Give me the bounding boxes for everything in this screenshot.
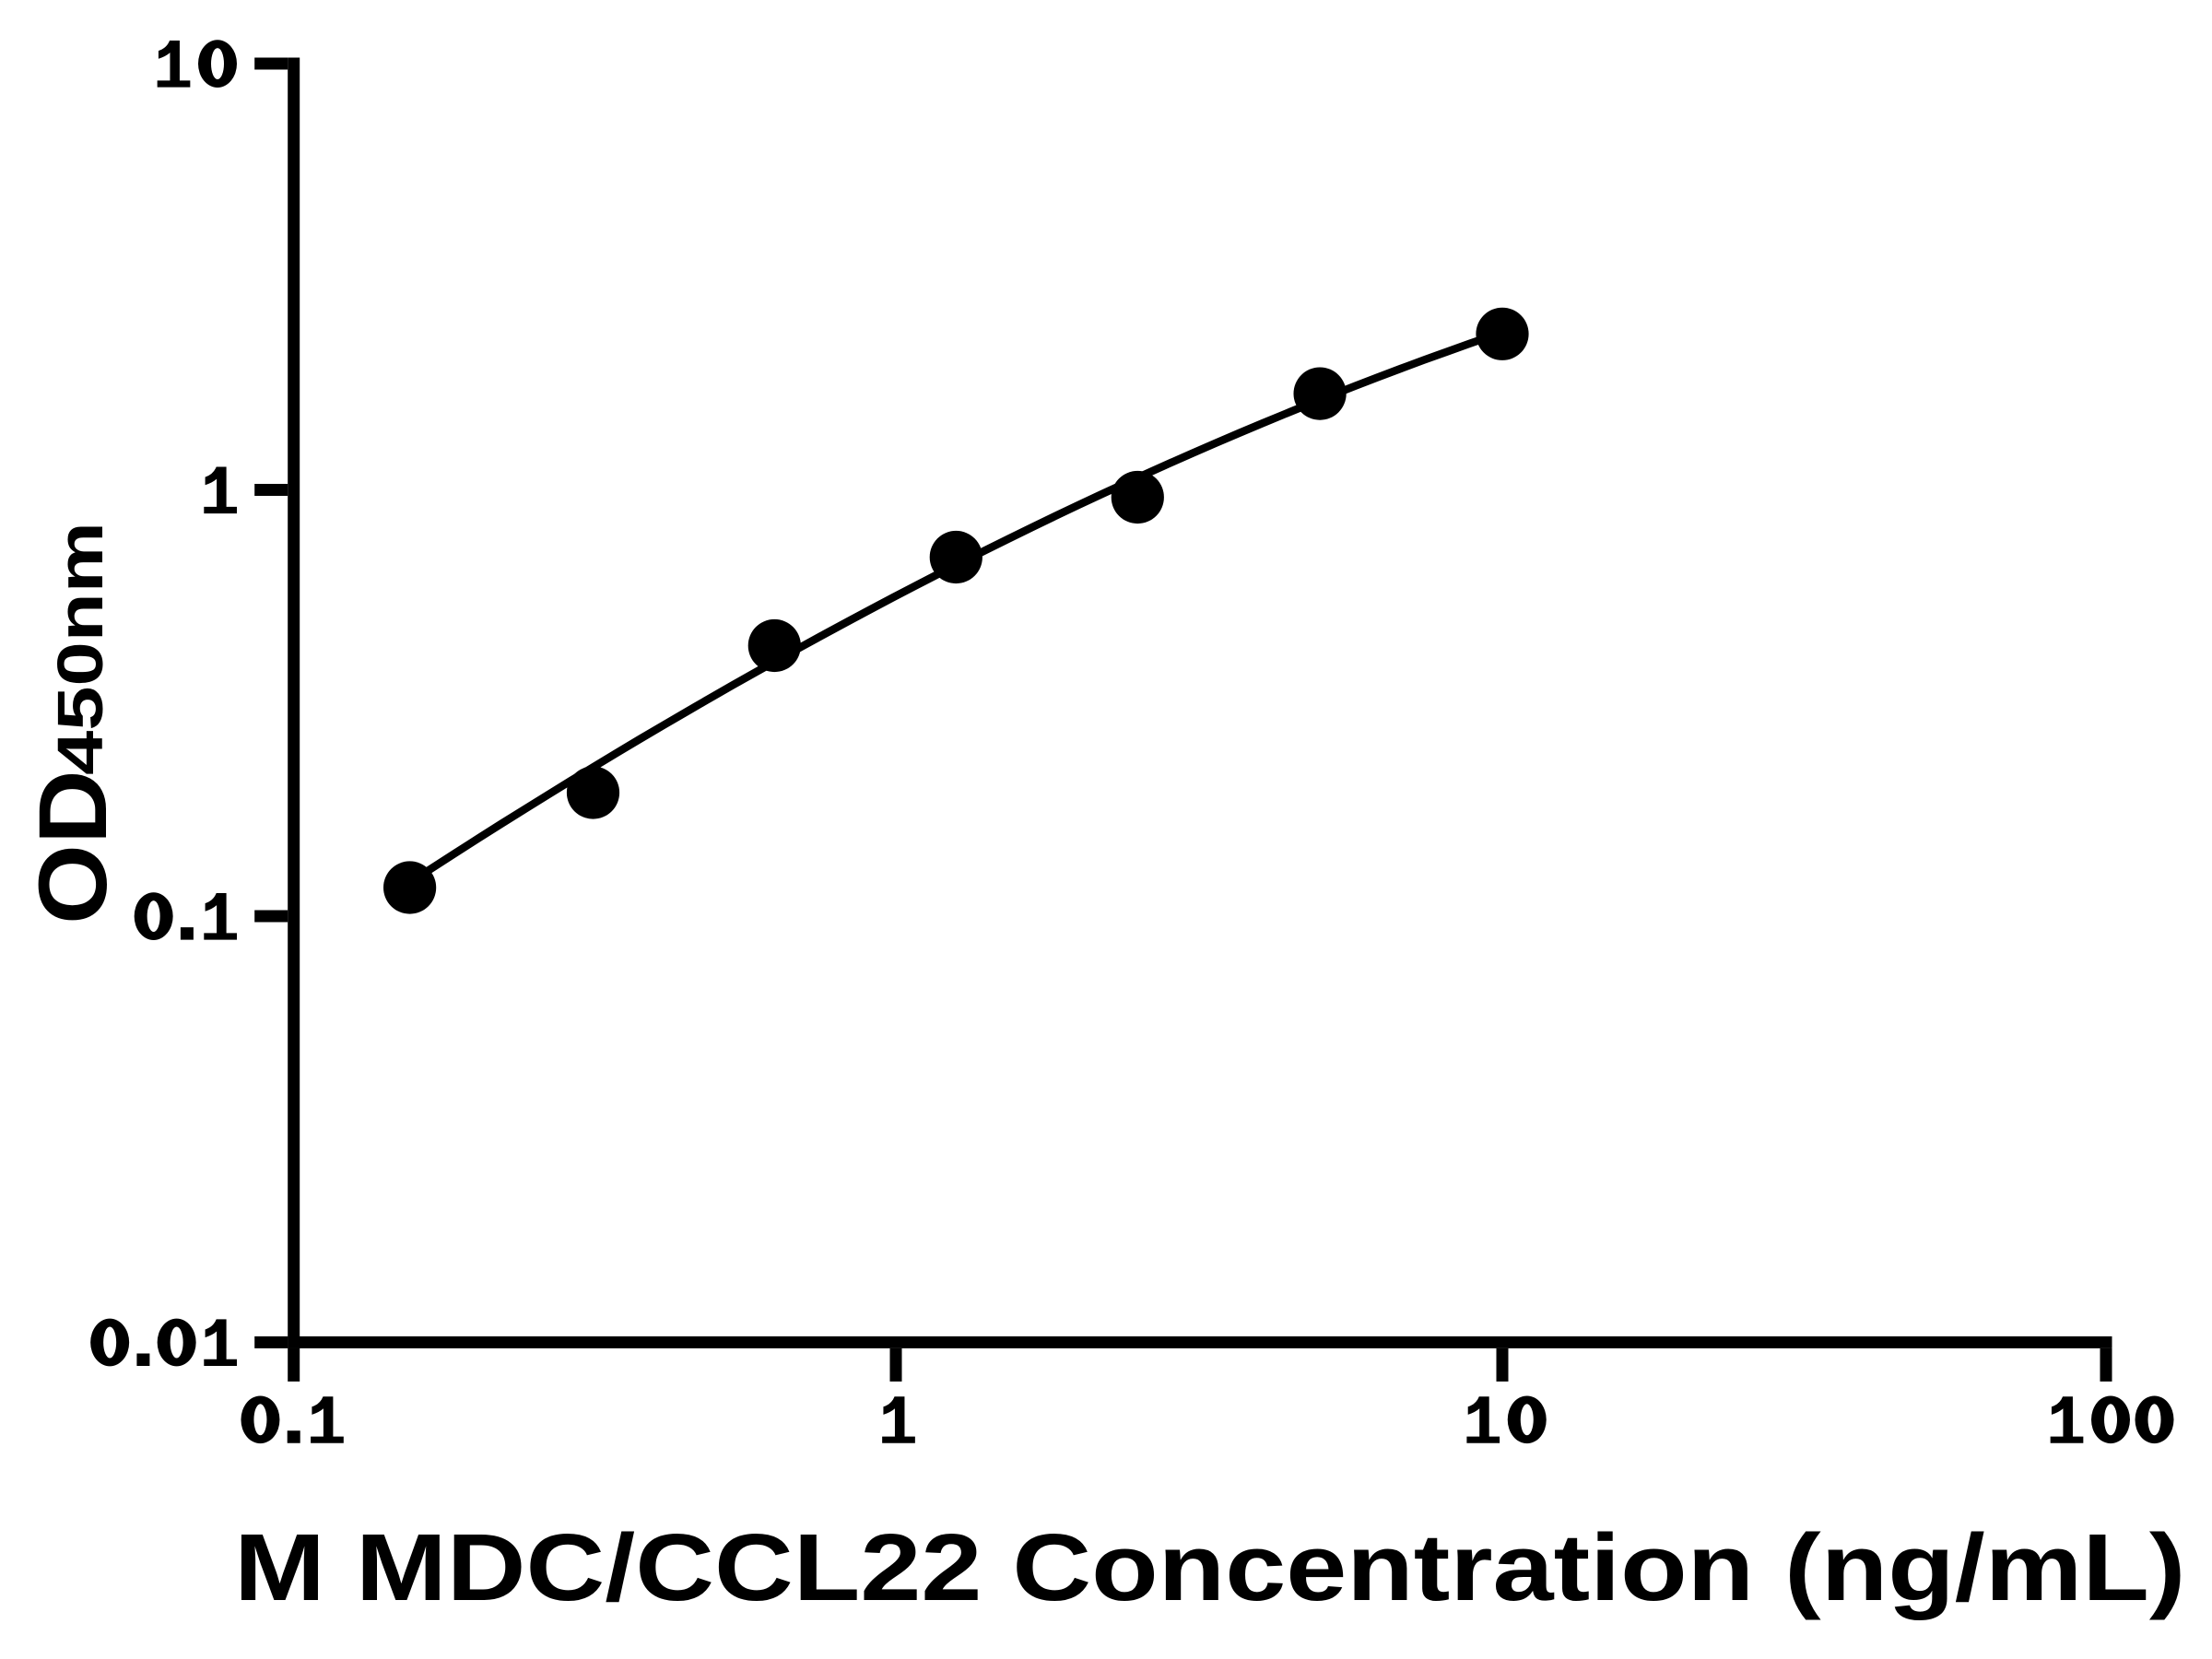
svg-text:450nm: 450nm — [44, 522, 116, 775]
svg-text:M MDC/CCL22 Concentration (ng/: M MDC/CCL22 Concentration (ng/mL) — [234, 1513, 2185, 1620]
svg-text:OD: OD — [18, 770, 126, 924]
